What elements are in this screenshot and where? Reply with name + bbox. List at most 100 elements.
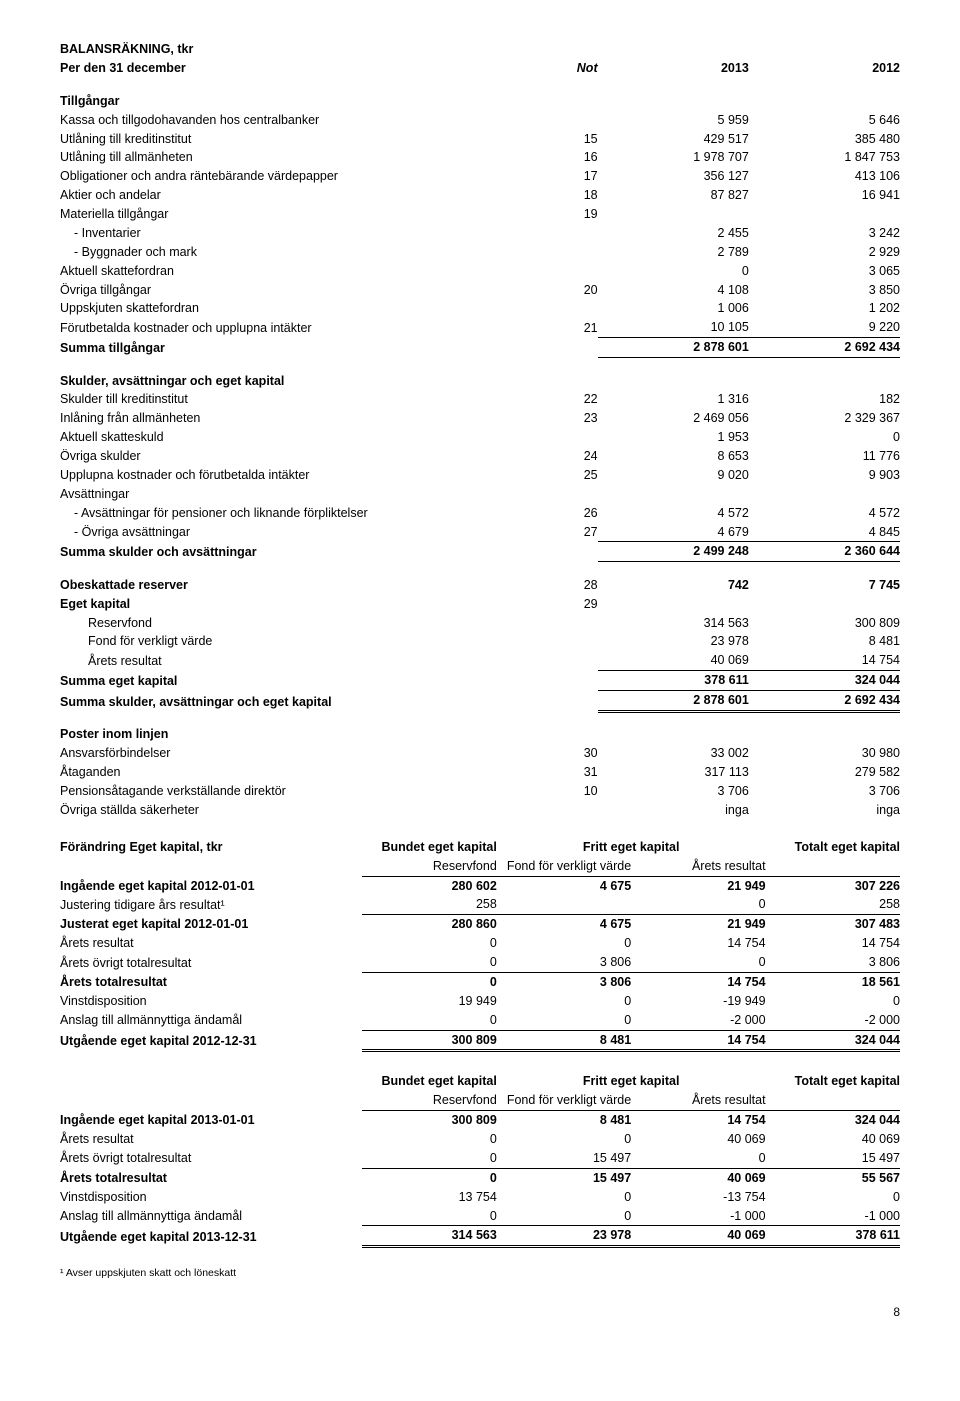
sum-assets-label: Summa tillgångar [60, 338, 514, 358]
row-y2: 30 980 [749, 744, 900, 763]
footnote: ¹ Avser uppskjuten skatt och löneskatt [60, 1266, 900, 1280]
row-c2: 15 497 [497, 1168, 631, 1187]
col-2012: 2012 [749, 59, 900, 78]
row-y2: 4 572 [749, 504, 900, 523]
row-c1: 0 [362, 1011, 496, 1030]
row-c4: 0 [766, 1188, 900, 1207]
row-c2: 23 978 [497, 1226, 631, 1247]
row-label: Aktier och andelar [60, 186, 514, 205]
row-label: Årets totalresultat [60, 1168, 362, 1187]
row-y2: 385 480 [749, 130, 900, 149]
row-c3: 14 754 [631, 934, 765, 953]
row-c1: 0 [362, 1149, 496, 1168]
row-c4: 15 497 [766, 1149, 900, 1168]
row-not: 22 [514, 390, 598, 409]
row-y1: 23 978 [598, 632, 749, 651]
untaxed-y2: 7 745 [749, 576, 900, 595]
equity-not: 29 [514, 595, 598, 614]
row-y1: 2 455 [598, 224, 749, 243]
table-row: Anslag till allmännyttiga ändamål00-2 00… [60, 1011, 900, 1030]
sum-liab-label: Summa skulder och avsättningar [60, 542, 514, 562]
row-c2: 3 806 [497, 953, 631, 972]
row-label: Årets resultat [60, 651, 514, 670]
page-number: 8 [60, 1304, 900, 1320]
row-y2: 3 706 [749, 782, 900, 801]
row-c3: -13 754 [631, 1188, 765, 1207]
row-label: Vinstdisposition [60, 992, 362, 1011]
row-label: Övriga skulder [60, 447, 514, 466]
table-row: Förutbetalda kostnader och upplupna intä… [60, 318, 900, 337]
row-c4: 378 611 [766, 1226, 900, 1247]
sum-equity-label: Summa eget kapital [60, 671, 514, 691]
eq-h-reservfond: Reservfond [362, 857, 496, 876]
row-label: Utgående eget kapital 2013-12-31 [60, 1226, 362, 1247]
row-y2: 0 [749, 428, 900, 447]
row-c2: 3 806 [497, 972, 631, 991]
equity-change-table-2013: Bundet eget kapital Fritt eget kapital T… [60, 1072, 900, 1248]
row-y2: 5 646 [749, 111, 900, 130]
table-row: Uppskjuten skattefordran1 0061 202 [60, 299, 900, 318]
row-y2: 16 941 [749, 186, 900, 205]
table-row: Årets resultat0014 75414 754 [60, 934, 900, 953]
row-y1: 0 [598, 262, 749, 281]
row-y1: 40 069 [598, 651, 749, 670]
table-row: - Avsättningar för pensioner och liknand… [60, 504, 900, 523]
row-y1: 87 827 [598, 186, 749, 205]
row-label: Ansvarsförbindelser [60, 744, 514, 763]
row-c1: 258 [362, 895, 496, 914]
eq-h-ar: Årets resultat [631, 857, 765, 876]
row-label: Övriga tillgångar [60, 281, 514, 300]
row-c4: 324 044 [766, 1030, 900, 1051]
row-y2: 11 776 [749, 447, 900, 466]
row-label: Fond för verkligt värde [60, 632, 514, 651]
row-c3: 14 754 [631, 972, 765, 991]
row-y1: 1 953 [598, 428, 749, 447]
row-y2: 9 903 [749, 466, 900, 485]
row-c2: 0 [497, 992, 631, 1011]
table-row: Årets totalresultat03 80614 75418 561 [60, 972, 900, 991]
row-c2: 8 481 [497, 1111, 631, 1130]
row-c2: 0 [497, 1011, 631, 1030]
table-row: Ansvarsförbindelser3033 00230 980 [60, 744, 900, 763]
row-c2 [497, 895, 631, 914]
row-y1: 1 316 [598, 390, 749, 409]
row-not [514, 111, 598, 130]
row-c4: 307 483 [766, 915, 900, 934]
row-y1: 4 679 [598, 523, 749, 542]
row-y2: 279 582 [749, 763, 900, 782]
table-row: Skulder till kreditinstitut221 316182 [60, 390, 900, 409]
table-row: Övriga tillgångar204 1083 850 [60, 281, 900, 300]
row-label: Avsättningar [60, 485, 514, 504]
row-y1: 3 706 [598, 782, 749, 801]
row-y2 [749, 485, 900, 504]
eq-h-bundet: Bundet eget kapital [362, 838, 496, 857]
title-date: Per den 31 december [60, 59, 514, 78]
sum-all-y2: 2 692 434 [749, 691, 900, 712]
col-2013: 2013 [598, 59, 749, 78]
table-row: Upplupna kostnader och förutbetalda intä… [60, 466, 900, 485]
row-c3: -19 949 [631, 992, 765, 1011]
table-row: Avsättningar [60, 485, 900, 504]
table-row: Anslag till allmännyttiga ändamål00-1 00… [60, 1207, 900, 1226]
row-not: 15 [514, 130, 598, 149]
row-c3: 21 949 [631, 876, 765, 895]
row-c1: 314 563 [362, 1226, 496, 1247]
row-y2: 14 754 [749, 651, 900, 670]
sum-all-label: Summa skulder, avsättningar och eget kap… [60, 691, 514, 712]
row-y2: 3 850 [749, 281, 900, 300]
row-label: - Avsättningar för pensioner och liknand… [60, 504, 514, 523]
row-label: Justerat eget kapital 2012-01-01 [60, 915, 362, 934]
row-c4: 18 561 [766, 972, 900, 991]
row-not: 17 [514, 167, 598, 186]
section-liab: Skulder, avsättningar och eget kapital [60, 372, 514, 391]
row-label: - Byggnader och mark [60, 243, 514, 262]
eq2-h-ar: Årets resultat [631, 1091, 765, 1110]
row-y1: 4 108 [598, 281, 749, 300]
row-label: Övriga ställda säkerheter [60, 801, 514, 820]
table-row: Justering tidigare års resultat¹2580258 [60, 895, 900, 914]
row-c4: 55 567 [766, 1168, 900, 1187]
row-not: 16 [514, 148, 598, 167]
table-row: Aktuell skatteskuld1 9530 [60, 428, 900, 447]
row-label: Årets övrigt totalresultat [60, 1149, 362, 1168]
balance-sheet-table: BALANSRÄKNING, tkr Per den 31 december N… [60, 40, 900, 820]
